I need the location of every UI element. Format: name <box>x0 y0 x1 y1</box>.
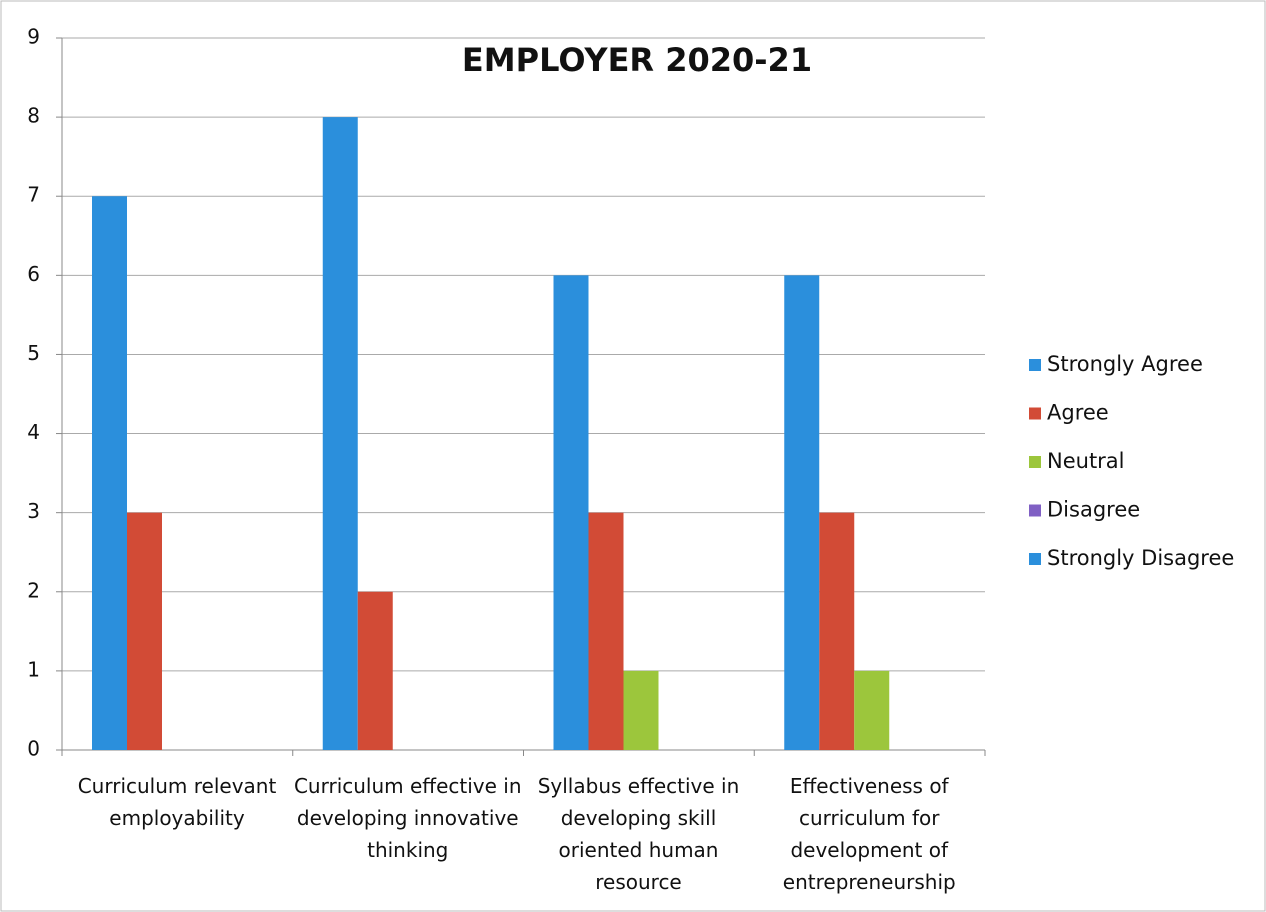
y-tick-label: 3 <box>27 499 40 523</box>
x-tick-label: Curriculum effective in developing innov… <box>293 774 522 862</box>
bar <box>553 275 589 750</box>
legend-label: Disagree <box>1047 498 1140 522</box>
bar <box>854 670 890 750</box>
bar <box>588 512 624 750</box>
bar <box>322 117 358 751</box>
bar <box>784 275 820 750</box>
legend-label: Strongly Disagree <box>1047 546 1234 570</box>
y-tick-label: 2 <box>27 578 40 602</box>
legend-label: Strongly Agree <box>1047 352 1203 376</box>
y-tick-label: 1 <box>27 657 40 681</box>
chart-title: EMPLOYER 2020-21 <box>462 41 812 79</box>
legend-label: Agree <box>1047 401 1109 425</box>
y-tick-label: 8 <box>27 104 40 128</box>
y-tick-label: 9 <box>27 25 40 49</box>
x-tick-label: Effectiveness of curriculum for developm… <box>782 774 956 894</box>
bar <box>92 196 127 750</box>
y-tick-label: 5 <box>27 341 40 365</box>
x-tick-label: Curriculum relevant employability <box>77 774 277 830</box>
legend-swatch <box>1029 407 1041 420</box>
y-tick-label: 7 <box>27 183 40 207</box>
bar <box>357 591 393 750</box>
bar <box>623 670 659 750</box>
y-tick-label: 0 <box>27 737 40 761</box>
legend-label: Neutral <box>1047 449 1125 473</box>
bar <box>127 512 162 750</box>
y-tick-label: 6 <box>27 262 40 286</box>
x-tick-label: Syllabus effective in developing skill o… <box>537 774 740 894</box>
legend-swatch <box>1029 359 1041 371</box>
legend-swatch <box>1029 553 1041 565</box>
legend-swatch <box>1029 456 1041 468</box>
legend-swatch <box>1029 504 1041 517</box>
y-tick-label: 4 <box>27 420 40 444</box>
bar <box>819 512 855 750</box>
